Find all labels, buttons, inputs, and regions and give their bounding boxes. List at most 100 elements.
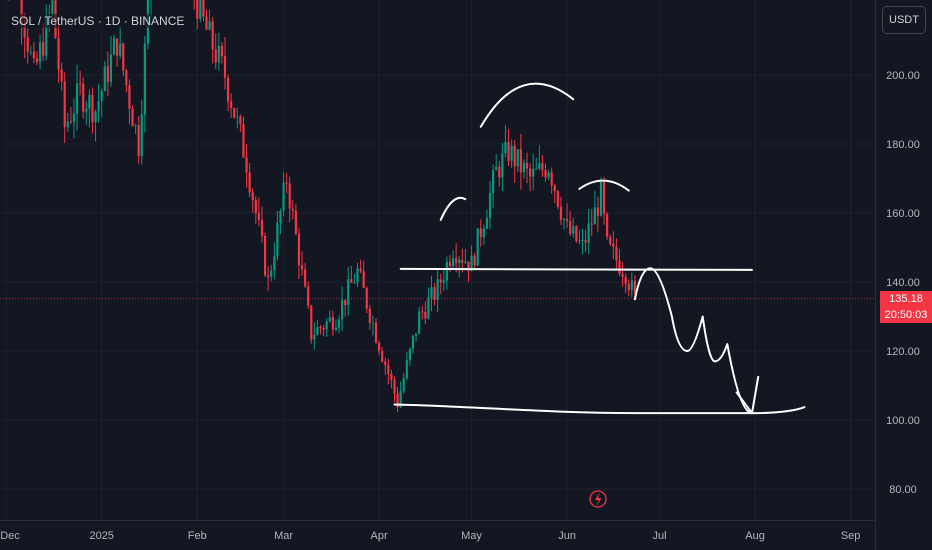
candle-body: [230, 101, 233, 108]
candle-body: [116, 38, 119, 56]
candle-body: [448, 261, 452, 267]
candle-body: [421, 311, 424, 313]
candle-body: [451, 258, 455, 267]
candle-body: [23, 23, 26, 38]
candle-body: [362, 271, 365, 289]
candle-body: [538, 163, 541, 169]
bar-countdown-badge: 20:50:03: [880, 306, 932, 323]
candle-body: [331, 317, 334, 330]
price-tick-label: 120.00: [886, 346, 920, 358]
candlestick-series: [8, 0, 636, 412]
candle-body: [313, 334, 316, 340]
candle-body: [498, 166, 501, 178]
candle-body: [587, 223, 590, 243]
candle-body: [248, 172, 251, 193]
candle-body: [29, 51, 32, 53]
candle-body: [267, 275, 270, 277]
candle-body: [356, 268, 359, 283]
candle-body: [316, 326, 319, 335]
candle-body: [307, 286, 310, 306]
candle-body: [418, 311, 421, 334]
candle-body: [122, 43, 125, 71]
candle-body: [202, 0, 205, 17]
price-tick-label: 180.00: [886, 139, 920, 151]
candle-body: [125, 70, 128, 86]
candle-body: [131, 108, 134, 127]
candle-body: [461, 259, 464, 263]
candle-body: [20, 0, 23, 24]
candle-body: [627, 283, 630, 291]
candle-body: [547, 172, 550, 178]
candle-body: [510, 145, 513, 161]
candle-body: [94, 111, 97, 123]
candle-body: [350, 279, 353, 283]
candle-body: [134, 125, 137, 127]
candle-body: [553, 185, 556, 192]
candle-body: [88, 94, 91, 109]
candle-body: [492, 170, 495, 194]
time-tick-label: Jul: [653, 530, 667, 542]
candle-body: [575, 226, 578, 242]
projection-arrowhead: [735, 375, 760, 415]
time-tick-label: Aug: [745, 530, 765, 542]
candle-body: [304, 269, 307, 287]
candle-body: [368, 308, 371, 324]
candle-body: [32, 51, 36, 59]
candle-body: [242, 124, 245, 158]
candle-body: [624, 276, 627, 284]
candle-body: [251, 192, 254, 201]
candle-body: [599, 181, 603, 216]
candle-body: [233, 107, 236, 118]
candle-body: [66, 121, 69, 127]
candle-body: [85, 108, 88, 112]
candle-body: [550, 172, 553, 186]
candle-body: [522, 162, 526, 173]
candle-body: [254, 200, 257, 214]
currency-button[interactable]: USDT: [882, 6, 926, 34]
candle-body: [488, 193, 492, 218]
candle-body: [288, 183, 291, 209]
candle-body: [82, 83, 85, 112]
candle-body: [405, 360, 408, 379]
candle-body: [128, 85, 131, 109]
candle-body: [504, 141, 507, 154]
candle-body: [387, 365, 390, 374]
price-tick-label: 100.00: [886, 415, 920, 427]
candle-body: [45, 14, 48, 56]
candle-body: [119, 43, 122, 56]
candle-body: [544, 170, 547, 178]
candle-body: [199, 0, 202, 19]
candle-body: [214, 49, 217, 63]
candle-body: [399, 391, 402, 408]
candle-body: [112, 38, 116, 55]
candle-body: [208, 21, 211, 30]
candle-body: [257, 213, 260, 220]
candle-body: [319, 326, 322, 329]
candle-body: [516, 149, 519, 167]
candle-body: [263, 235, 267, 276]
time-axis[interactable]: Dec 2025 Feb Mar Apr May Jun Jul Aug Sep: [0, 530, 860, 542]
price-axis[interactable]: 80.00 100.00 120.00 140.00 160.00 180.00 200.0…: [886, 70, 920, 496]
candle-body: [276, 222, 279, 257]
candle-body: [381, 351, 384, 362]
candle-body: [464, 261, 467, 263]
candle-body: [57, 37, 60, 70]
candle-body: [525, 162, 529, 169]
candle-body: [344, 299, 347, 306]
candle-body: [143, 43, 146, 115]
candle-body: [196, 0, 199, 19]
candle-body: [220, 45, 224, 57]
candle-body: [60, 69, 63, 82]
candle-body: [273, 256, 276, 271]
candle-body: [615, 246, 618, 261]
lightning-icon[interactable]: [589, 490, 607, 508]
candle-body: [270, 270, 273, 277]
price-tick-label: 160.00: [886, 208, 920, 220]
candle-body: [476, 228, 479, 266]
candle-body: [433, 287, 436, 300]
candle-body: [26, 37, 29, 52]
candle-body: [91, 94, 94, 123]
candle-body: [97, 101, 100, 112]
price-tick-label: 140.00: [886, 277, 920, 289]
